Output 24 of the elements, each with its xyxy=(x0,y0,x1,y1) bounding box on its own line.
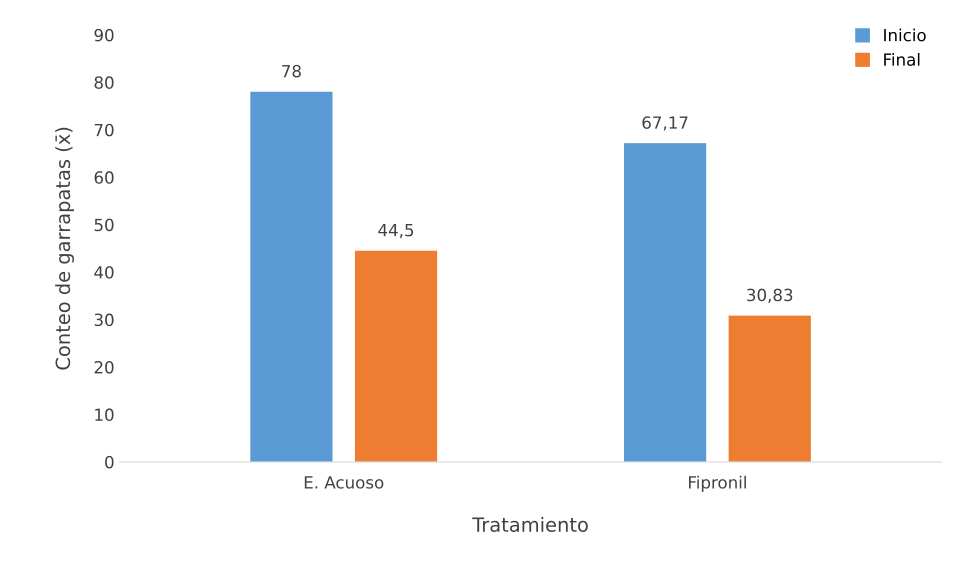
bar xyxy=(624,143,706,462)
y-tick-label: 20 xyxy=(94,360,114,374)
y-tick-label: 80 xyxy=(94,76,114,89)
data-label: 30,83 xyxy=(747,288,792,303)
data-label: 67,17 xyxy=(642,116,688,131)
bar xyxy=(354,250,438,462)
data-label: 44,5 xyxy=(378,224,414,238)
y-tick-label: 30 xyxy=(94,314,114,326)
y-tick-label: 0 xyxy=(105,456,114,468)
y-tick-label: 60 xyxy=(94,171,114,184)
y-tick-label: 90 xyxy=(94,28,114,42)
y-axis-title: Conteo de garrapatas (x̄) xyxy=(55,128,74,370)
y-tick-label: 10 xyxy=(95,408,114,422)
data-label: 78 xyxy=(282,64,301,78)
bar xyxy=(728,316,811,462)
y-tick-label: 70 xyxy=(94,124,114,136)
x-axis-title: Tratamiento xyxy=(472,516,588,532)
x-tick-label: Fipronil xyxy=(689,476,746,492)
y-tick-label: 40 xyxy=(94,266,114,279)
y-tick-label: 50 xyxy=(94,218,114,232)
legend-label: Inicio xyxy=(884,28,926,42)
legend-label: Final xyxy=(884,52,920,66)
x-tick-label: E. Acuoso xyxy=(304,476,384,489)
bar xyxy=(250,92,333,462)
